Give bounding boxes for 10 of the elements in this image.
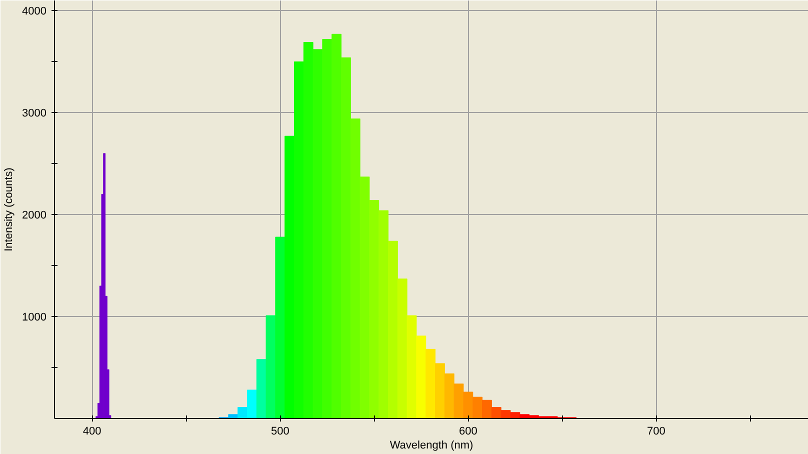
x-tick-label: 400 [82, 426, 102, 438]
x-tick-label: 500 [270, 426, 290, 438]
y-axis-title: Intensity (counts) [3, 168, 16, 252]
y-tick-label: 2000 [22, 210, 47, 222]
y-tick-label: 4000 [22, 6, 47, 18]
x-tick-label: 600 [458, 426, 478, 438]
x-tick-label: 700 [647, 426, 666, 438]
x-axis-title: Wavelength (nm) [390, 440, 474, 452]
y-tick-label: 3000 [22, 108, 47, 120]
y-tick-label: 1000 [22, 312, 47, 324]
